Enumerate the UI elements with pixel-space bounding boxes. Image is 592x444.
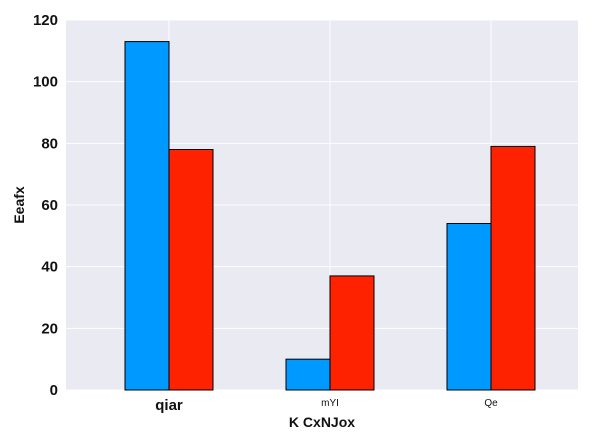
bar-series-2-qiar xyxy=(168,149,214,391)
bar-series-1-qiar xyxy=(124,41,170,391)
y-tick-label: 20 xyxy=(41,320,58,337)
x-tick-label: qiar xyxy=(155,397,183,414)
x-tick-label: mYI xyxy=(321,398,339,409)
y-tick-label: 0 xyxy=(50,382,58,399)
y-tick-label: 40 xyxy=(41,259,58,276)
y-tick-label: 80 xyxy=(41,135,58,152)
y-tick-label: 120 xyxy=(33,12,58,29)
x-tick-labels: qiar mYI Qe xyxy=(155,397,498,414)
bar-series-1-Qe xyxy=(446,223,492,391)
y-tick-label: 100 xyxy=(33,74,58,91)
bar-series-2-mYI xyxy=(329,275,375,391)
y-axis-label: Eeafx xyxy=(11,186,27,224)
x-tick-label: Qe xyxy=(484,398,498,409)
x-axis-label: K CxNJox xyxy=(289,414,355,430)
bars xyxy=(124,41,536,391)
bar-series-1-mYI xyxy=(285,358,331,391)
y-tick-labels: 0 20 40 60 80 100 120 xyxy=(33,12,58,399)
y-tick-label: 60 xyxy=(41,197,58,214)
bar-series-2-Qe xyxy=(490,145,536,391)
